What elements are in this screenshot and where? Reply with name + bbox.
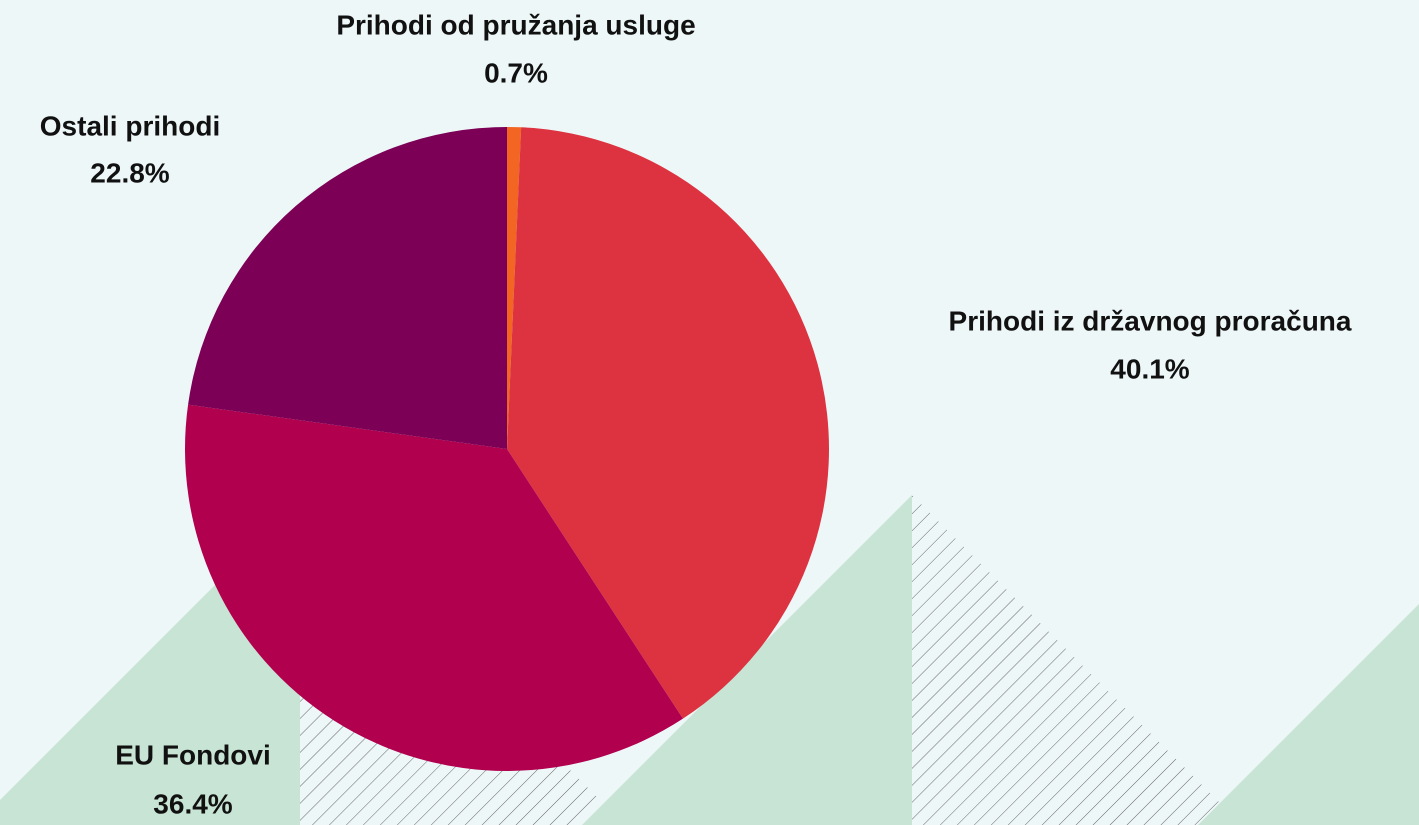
slice-label: Prihodi od pružanja usluge <box>336 9 695 40</box>
chart: Prihodi od pružanja usluge 0.7% Prihodi iz… <box>0 0 1419 825</box>
slice-label: EU Fondovi <box>115 739 271 770</box>
value-label: 40.1% <box>1110 353 1189 384</box>
pie <box>185 127 829 771</box>
value-label: 22.8% <box>90 157 169 188</box>
value-label: 0.7% <box>484 57 548 88</box>
value-label: 36.4% <box>153 788 232 819</box>
slice-label: Ostali prihodi <box>40 110 220 141</box>
slice-label: Prihodi iz državnog proračuna <box>949 305 1352 336</box>
